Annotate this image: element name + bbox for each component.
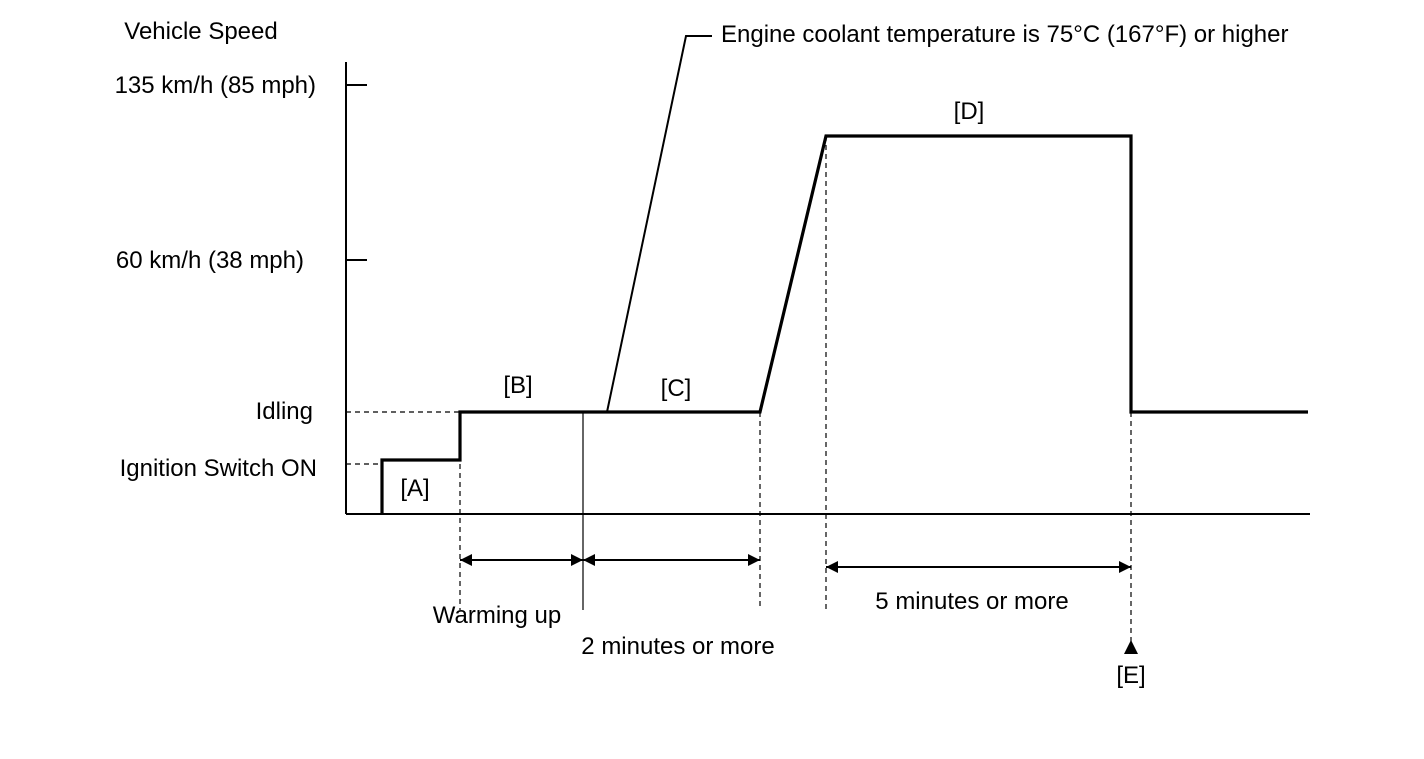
phase-b-label: [B] bbox=[503, 372, 532, 399]
warming-up-label: Warming up bbox=[433, 602, 561, 629]
y-label-60: 60 km/h (38 mph) bbox=[116, 247, 304, 274]
five-minutes-label: 5 minutes or more bbox=[875, 588, 1068, 615]
e-pointer-triangle bbox=[1124, 640, 1138, 654]
phase-a-label: [A] bbox=[400, 475, 429, 502]
y-label-idling: Idling bbox=[256, 398, 313, 425]
y-label-135: 135 km/h (85 mph) bbox=[115, 72, 316, 99]
phase-e-label: [E] bbox=[1116, 662, 1145, 689]
coolant-leader-line bbox=[606, 35, 712, 413]
speed-profile-line bbox=[380, 134, 1308, 514]
y-label-ignition: Ignition Switch ON bbox=[120, 455, 317, 482]
phase-d-label: [D] bbox=[954, 98, 985, 125]
coolant-label: Engine coolant temperature is 75°C (167°… bbox=[721, 21, 1289, 48]
phase-c-label: [C] bbox=[661, 375, 692, 402]
two-minutes-label: 2 minutes or more bbox=[581, 633, 774, 660]
y-axis-title: Vehicle Speed bbox=[124, 18, 277, 45]
